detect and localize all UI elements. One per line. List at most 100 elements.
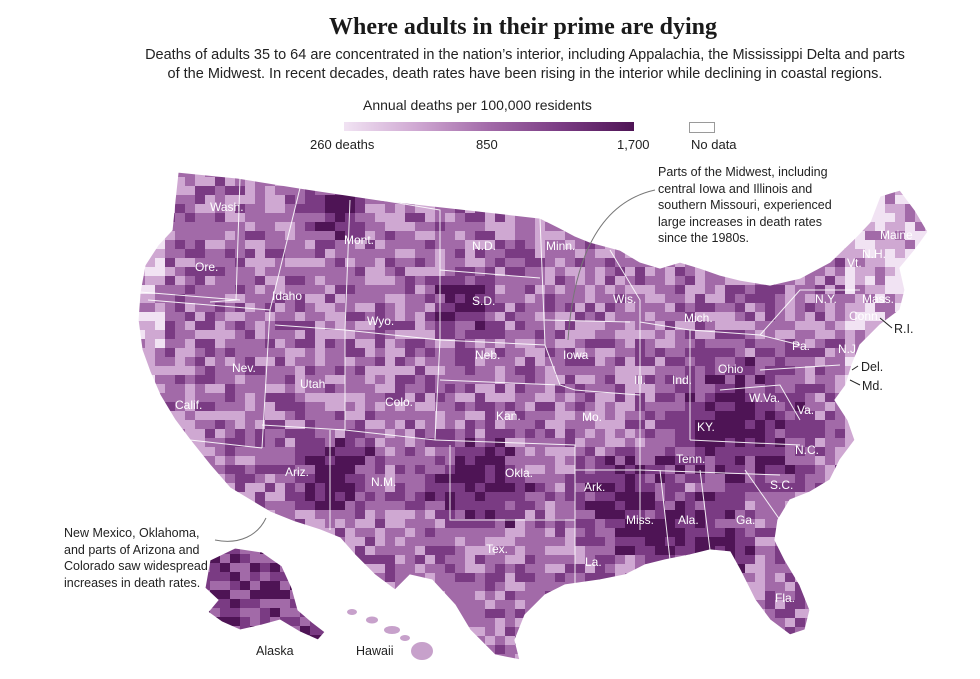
county-cell <box>725 330 735 339</box>
county-cell <box>405 456 415 465</box>
county-cell <box>895 339 905 348</box>
alaska-cell <box>260 563 270 572</box>
state-label: N.J. <box>838 342 859 356</box>
county-cell <box>155 375 165 384</box>
county-cell <box>895 195 905 204</box>
county-cell <box>395 501 405 510</box>
county-cell <box>355 492 365 501</box>
county-cell <box>665 627 675 636</box>
county-cell <box>305 591 315 600</box>
county-cell <box>715 384 725 393</box>
county-cell <box>245 267 255 276</box>
county-cell <box>345 402 355 411</box>
label-md: Md. <box>862 379 883 393</box>
county-cell <box>585 204 595 213</box>
county-cell <box>305 357 315 366</box>
county-cell <box>685 600 695 609</box>
county-cell <box>145 348 155 357</box>
county-cell <box>295 654 305 660</box>
alaska-cell <box>300 554 310 563</box>
county-cell <box>885 645 895 654</box>
county-cell <box>335 600 345 609</box>
county-cell <box>805 339 815 348</box>
county-cell <box>475 546 485 555</box>
county-cell <box>385 357 395 366</box>
county-cell <box>565 411 575 420</box>
county-cell <box>575 366 585 375</box>
county-cell <box>565 285 575 294</box>
county-cell <box>645 213 655 222</box>
county-cell <box>555 555 565 564</box>
county-cell <box>255 438 265 447</box>
county-cell <box>565 330 575 339</box>
county-cell <box>425 519 435 528</box>
county-cell <box>585 402 595 411</box>
county-cell <box>495 483 505 492</box>
county-cell <box>655 645 665 654</box>
county-cell <box>305 465 315 474</box>
county-cell <box>925 429 928 438</box>
county-cell <box>535 510 545 519</box>
county-cell <box>845 618 855 627</box>
county-cell <box>305 249 315 258</box>
county-cell <box>675 267 685 276</box>
county-cell <box>845 402 855 411</box>
county-cell <box>845 393 855 402</box>
alaska-cell <box>300 599 310 608</box>
county-cell <box>595 474 605 483</box>
county-cell <box>575 339 585 348</box>
county-cell <box>295 510 305 519</box>
county-cell <box>925 303 928 312</box>
county-cell <box>675 276 685 285</box>
county-cell <box>585 654 595 660</box>
county-cell <box>285 348 295 357</box>
county-cell <box>195 420 205 429</box>
county-cell <box>885 555 895 564</box>
alaska-cell <box>270 608 280 617</box>
county-cell <box>875 411 885 420</box>
county-cell <box>745 492 755 501</box>
county-cell <box>455 330 465 339</box>
county-cell <box>215 627 225 636</box>
county-cell <box>635 285 645 294</box>
county-cell <box>895 411 905 420</box>
county-cell <box>445 249 455 258</box>
county-cell <box>515 231 525 240</box>
alaska-cell <box>300 548 310 554</box>
alaska-cell <box>240 626 250 635</box>
county-cell <box>855 573 865 582</box>
county-cell <box>245 411 255 420</box>
county-cell <box>625 321 635 330</box>
county-cell <box>445 384 455 393</box>
alaska-cell <box>290 548 300 554</box>
county-cell <box>625 438 635 447</box>
county-cell <box>138 645 145 654</box>
county-cell <box>235 222 245 231</box>
county-cell <box>855 267 865 276</box>
county-cell <box>705 564 715 573</box>
county-cell <box>355 456 365 465</box>
county-cell <box>865 483 875 492</box>
county-cell <box>165 627 175 636</box>
county-cell <box>245 204 255 213</box>
county-cell <box>225 429 235 438</box>
county-cell <box>745 528 755 537</box>
county-cell <box>925 609 928 618</box>
county-cell <box>295 375 305 384</box>
county-cell <box>475 240 485 249</box>
county-cell <box>755 258 765 267</box>
county-cell <box>775 618 785 627</box>
county-cell <box>395 213 405 222</box>
county-cell <box>535 294 545 303</box>
state-label: Pa. <box>792 339 810 353</box>
county-cell <box>485 456 495 465</box>
county-cell <box>625 213 635 222</box>
county-cell <box>275 456 285 465</box>
county-cell <box>875 501 885 510</box>
county-cell <box>225 294 235 303</box>
county-cell <box>765 654 775 660</box>
county-cell <box>465 172 475 177</box>
state-label: N.C. <box>795 443 819 457</box>
county-cell <box>775 609 785 618</box>
county-cell <box>385 591 395 600</box>
